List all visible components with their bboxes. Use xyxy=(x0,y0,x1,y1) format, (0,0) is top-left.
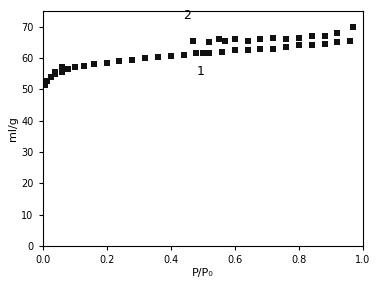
Y-axis label: ml/g: ml/g xyxy=(8,116,18,141)
Text: 2: 2 xyxy=(183,9,191,22)
Text: 1: 1 xyxy=(196,65,204,78)
X-axis label: P/P₀: P/P₀ xyxy=(192,268,214,278)
